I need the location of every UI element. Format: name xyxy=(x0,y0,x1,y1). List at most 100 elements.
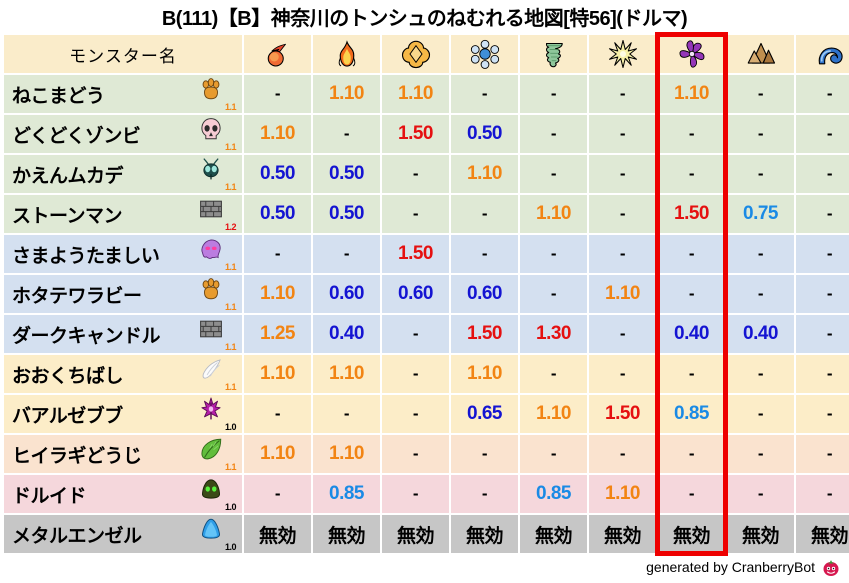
monster-version-label: 1.2 xyxy=(224,222,237,232)
monster-name-cell[interactable]: ねこまどう 1.1 xyxy=(4,75,242,113)
resistance-cell: - xyxy=(658,475,725,513)
resistance-cell: 0.50 xyxy=(244,155,311,193)
resistance-cell: - xyxy=(727,355,794,393)
resistance-cell: - xyxy=(451,235,518,273)
monster-sprite-box: 1.1 xyxy=(196,156,237,192)
resistance-cell: - xyxy=(658,115,725,153)
flame-icon xyxy=(332,39,362,69)
resistance-cell: - xyxy=(451,195,518,233)
monster-name-cell[interactable]: ドルイド 1.0 xyxy=(4,475,242,513)
brick-icon xyxy=(198,196,224,222)
resistance-cell: - xyxy=(727,395,794,433)
resistance-cell: 無効 xyxy=(520,515,587,553)
monster-sprite-box: 1.0 xyxy=(196,516,237,552)
monster-name-cell[interactable]: さまようたましい 1.1 xyxy=(4,235,242,273)
resistance-cell: 無効 xyxy=(727,515,794,553)
resistance-cell: - xyxy=(796,275,849,313)
monster-name-cell[interactable]: メタルエンゼル 1.0 xyxy=(4,515,242,553)
page-title: B(111)【B】神奈川のトンシュのねむれる地図[特56](ドルマ) xyxy=(161,8,688,30)
resistance-cell: - xyxy=(658,435,725,473)
monster-name-cell[interactable]: かえんムカデ 1.1 xyxy=(4,155,242,193)
monster-name-label: おおくちばし xyxy=(12,365,124,387)
monster-name-cell[interactable]: ダークキャンドル 1.1 xyxy=(4,315,242,353)
resistance-cell: 1.50 xyxy=(382,235,449,273)
monster-name-cell[interactable]: ホタテワラビー 1.1 xyxy=(4,275,242,313)
resistance-cell: - xyxy=(796,475,849,513)
paw-icon xyxy=(198,76,224,102)
resistance-cell: - xyxy=(520,275,587,313)
header-element-dein[interactable] xyxy=(589,35,656,73)
resistance-cell: 0.60 xyxy=(313,275,380,313)
table-row: バアルゼブブ 1.0- - -0.65 1.10 1.50 0.85- - xyxy=(4,395,849,433)
table-head: モンスター名 xyxy=(4,35,849,73)
header-element-iori[interactable] xyxy=(382,35,449,73)
resistance-cell: 1.50 xyxy=(382,115,449,153)
table-row: どくどくゾンビ 1.1 1.10-1.50 0.50- - - - - xyxy=(4,115,849,153)
starburst-icon xyxy=(608,39,638,69)
monster-version-label: 1.1 xyxy=(224,262,237,272)
resistance-cell: 0.40 xyxy=(313,315,380,353)
resistance-cell: - xyxy=(520,355,587,393)
monster-sprite-box: 1.1 xyxy=(196,116,237,152)
resistance-cell: - xyxy=(520,435,587,473)
monster-name-cell[interactable]: ヒイラギどうじ 1.1 xyxy=(4,435,242,473)
resistance-cell: - xyxy=(796,195,849,233)
table-row: ダークキャンドル 1.1 1.25 0.40-1.50 1.30-0.40 0.40- xyxy=(4,315,849,353)
resistance-cell: - xyxy=(451,75,518,113)
table-row: ねこまどう 1.1-1.10 1.10- - -1.10- - xyxy=(4,75,849,113)
monster-name-label: さまようたましい xyxy=(12,245,160,267)
resistance-cell: - xyxy=(313,235,380,273)
resistance-cell: - xyxy=(382,195,449,233)
monster-name-label: どくどくゾンビ xyxy=(12,125,141,147)
paw-icon xyxy=(198,276,224,302)
monster-version-label: 1.1 xyxy=(224,462,237,472)
monster-version-label: 1.1 xyxy=(224,342,237,352)
monster-version-label: 1.1 xyxy=(224,382,237,392)
resistance-cell: 無効 xyxy=(244,515,311,553)
resistance-cell: 1.10 xyxy=(313,75,380,113)
header-element-bagi[interactable] xyxy=(520,35,587,73)
monster-name-label: ドルイド xyxy=(12,485,87,507)
resistance-cell: 1.10 xyxy=(382,75,449,113)
monster-name-cell[interactable]: おおくちばし 1.1 xyxy=(4,355,242,393)
monster-name-label: ダークキャンドル xyxy=(12,325,161,347)
resistance-cell: 0.60 xyxy=(451,275,518,313)
monster-name-label: ヒイラギどうじ xyxy=(12,445,142,467)
header-element-gira[interactable] xyxy=(313,35,380,73)
resistance-cell: - xyxy=(796,115,849,153)
monster-name-cell[interactable]: どくどくゾンビ 1.1 xyxy=(4,115,242,153)
resistance-cell: 無効 xyxy=(796,515,849,553)
resistance-cell: 1.10 xyxy=(244,275,311,313)
resistance-cell: 無効 xyxy=(313,515,380,553)
monster-name-label: ねこまどう xyxy=(12,85,105,107)
header-element-jibaria[interactable] xyxy=(727,35,794,73)
resistance-cell: - xyxy=(727,235,794,273)
bug-icon xyxy=(198,156,224,182)
resistance-cell: 0.40 xyxy=(658,315,725,353)
blueslime-icon xyxy=(198,516,224,542)
ghost-icon xyxy=(198,236,224,262)
resistance-cell: 0.40 xyxy=(727,315,794,353)
table-row: かえんムカデ 1.1 0.50 0.50-1.10- - - - - xyxy=(4,155,849,193)
monster-sprite-box: 1.1 xyxy=(196,356,237,392)
monster-name-cell[interactable]: ストーンマン 1.2 xyxy=(4,195,242,233)
table-row: ストーンマン 1.2 0.50 0.50- -1.10-1.50 0.75- xyxy=(4,195,849,233)
footer-credit: generated by CranberryBot xyxy=(646,557,841,577)
resistance-cell: - xyxy=(727,155,794,193)
header-element-dorugo[interactable] xyxy=(796,35,849,73)
resistance-cell: - xyxy=(382,355,449,393)
footer-text: generated by CranberryBot xyxy=(646,559,815,575)
resistance-cell: - xyxy=(796,395,849,433)
header-element-doruma[interactable] xyxy=(658,35,725,73)
monster-version-label: 1.0 xyxy=(224,422,237,432)
monster-name-cell[interactable]: バアルゼブブ 1.0 xyxy=(4,395,242,433)
header-element-merame[interactable] xyxy=(244,35,311,73)
resistance-cell: 1.10 xyxy=(451,355,518,393)
resistance-cell: - xyxy=(244,475,311,513)
header-element-hyado[interactable] xyxy=(451,35,518,73)
resistance-cell: - xyxy=(796,435,849,473)
resistance-cell: - xyxy=(382,315,449,353)
resistance-cell: 無効 xyxy=(382,515,449,553)
resistance-cell: - xyxy=(727,75,794,113)
resistance-cell: - xyxy=(451,435,518,473)
